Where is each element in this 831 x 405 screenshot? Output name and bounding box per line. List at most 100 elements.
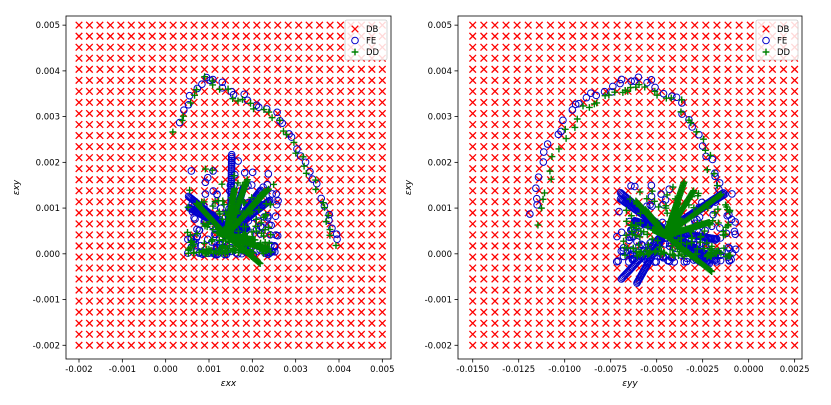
db-point	[702, 175, 710, 184]
db-point	[190, 109, 198, 118]
db-point	[158, 32, 167, 40]
db-point	[294, 54, 303, 63]
dd-point	[191, 91, 198, 99]
db-point	[613, 21, 621, 29]
db-point	[657, 54, 666, 63]
x-tick-label: 0.000	[153, 365, 177, 375]
db-point	[790, 220, 799, 228]
x-axis-label: εyy	[622, 379, 638, 389]
db-point	[326, 308, 334, 316]
db-point	[232, 308, 240, 316]
db-point	[746, 153, 754, 162]
db-point	[106, 175, 115, 184]
db-point	[242, 43, 251, 51]
db-point	[117, 175, 125, 184]
db-point	[635, 87, 643, 96]
dd-point	[247, 99, 254, 107]
db-point	[579, 286, 588, 294]
db-point	[137, 131, 146, 140]
db-point	[190, 142, 198, 151]
db-point	[221, 21, 230, 29]
db-point	[200, 286, 209, 294]
db-point	[568, 330, 577, 339]
db-point	[273, 43, 282, 51]
db-point	[169, 98, 177, 107]
db-point	[602, 21, 610, 29]
db-point	[624, 21, 632, 29]
series-db	[468, 21, 799, 350]
db-point	[284, 297, 292, 305]
db-point	[635, 65, 643, 74]
db-point	[468, 275, 477, 283]
db-point	[602, 242, 610, 250]
db-point	[513, 120, 521, 129]
fe-point	[716, 256, 725, 265]
db-point	[232, 109, 240, 118]
db-point	[790, 120, 799, 129]
db-point	[75, 43, 83, 51]
db-point	[735, 164, 743, 173]
db-point	[96, 330, 104, 339]
db-point	[315, 175, 324, 184]
db-point	[546, 253, 555, 261]
db-point	[757, 109, 766, 118]
dd-point	[234, 97, 242, 105]
db-point	[690, 54, 699, 63]
db-point	[294, 87, 303, 96]
db-point	[591, 164, 599, 173]
db-point	[702, 32, 710, 40]
db-point	[263, 32, 272, 40]
db-point	[137, 109, 146, 118]
db-point	[106, 231, 115, 239]
fe-point	[633, 277, 642, 286]
db-point	[579, 264, 588, 272]
db-point	[305, 220, 313, 228]
db-point	[253, 43, 261, 51]
db-point	[635, 109, 643, 118]
db-point	[315, 275, 324, 283]
y-tick-label: 0.004	[428, 67, 452, 77]
db-point	[127, 220, 136, 228]
dd-point	[651, 87, 659, 95]
dd-point	[720, 244, 728, 252]
db-point	[368, 153, 376, 162]
db-point	[336, 341, 345, 350]
db-point	[690, 308, 699, 316]
db-point	[96, 153, 104, 162]
legend-marker-fe	[351, 36, 359, 45]
db-point	[96, 109, 104, 118]
db-point	[535, 43, 544, 51]
db-point	[148, 76, 156, 85]
db-point	[480, 297, 488, 305]
db-point	[668, 43, 677, 51]
db-point	[148, 198, 156, 206]
db-point	[524, 54, 532, 63]
db-point	[524, 153, 532, 162]
db-point	[602, 120, 610, 129]
db-point	[75, 98, 83, 107]
db-point	[657, 341, 666, 350]
db-point	[702, 319, 710, 327]
db-point	[679, 21, 688, 29]
x-tick-label: -0.001	[109, 365, 136, 375]
db-point	[557, 253, 566, 261]
db-point	[713, 153, 721, 162]
db-point	[242, 131, 251, 140]
db-point	[137, 253, 146, 261]
db-point	[668, 164, 677, 173]
db-point	[117, 264, 125, 272]
db-point	[158, 286, 167, 294]
fe-point	[272, 190, 281, 198]
db-point	[768, 253, 777, 261]
db-point	[179, 209, 188, 217]
db-point	[253, 153, 261, 162]
db-point	[746, 21, 754, 29]
db-point	[524, 65, 532, 74]
db-point	[524, 109, 532, 118]
db-point	[579, 186, 588, 195]
x-tick-label: -0.0100	[548, 365, 581, 375]
db-point	[624, 308, 632, 316]
db-point	[326, 43, 334, 51]
db-point	[546, 341, 555, 350]
